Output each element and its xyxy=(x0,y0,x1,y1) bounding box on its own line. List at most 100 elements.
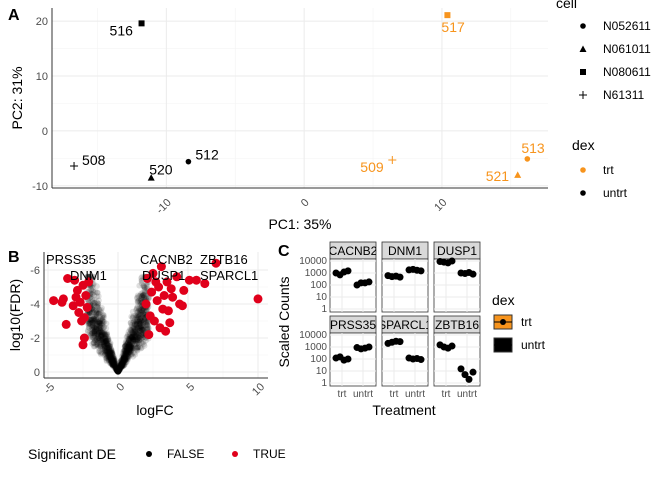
nonsignificant-point xyxy=(126,348,133,355)
nonsignificant-point xyxy=(102,338,109,345)
x-tick-label: trt xyxy=(442,389,451,400)
nonsignificant-point xyxy=(91,329,98,336)
nonsignificant-point xyxy=(95,315,102,322)
nonsignificant-point xyxy=(100,339,107,346)
x-tick-label: trt xyxy=(338,389,347,400)
nonsignificant-point xyxy=(126,336,133,343)
significant-point xyxy=(49,296,59,306)
nonsignificant-point xyxy=(123,344,130,351)
nonsignificant-point xyxy=(109,351,116,358)
significant-point xyxy=(191,275,201,285)
nonsignificant-point xyxy=(91,332,98,339)
data-point xyxy=(70,162,79,171)
nonsignificant-point xyxy=(113,365,120,372)
nonsignificant-point xyxy=(114,368,121,375)
nonsignificant-point xyxy=(138,317,145,324)
nonsignificant-point xyxy=(124,347,131,354)
nonsignificant-point xyxy=(106,347,113,354)
nonsignificant-point xyxy=(110,359,117,366)
nonsignificant-point xyxy=(112,364,119,371)
nonsignificant-point xyxy=(85,321,92,328)
nonsignificant-point xyxy=(118,362,125,369)
nonsignificant-point xyxy=(139,327,146,334)
nonsignificant-point xyxy=(139,331,146,338)
nonsignificant-point xyxy=(99,329,106,336)
nonsignificant-point xyxy=(90,297,97,304)
count-point xyxy=(417,356,425,364)
legend-key-circle xyxy=(580,23,586,29)
nonsignificant-point xyxy=(85,320,92,327)
nonsignificant-point xyxy=(99,345,106,352)
nonsignificant-point xyxy=(99,343,106,350)
nonsignificant-point xyxy=(109,357,116,364)
nonsignificant-point xyxy=(126,335,133,342)
facet-title: DUSP1 xyxy=(437,244,477,258)
nonsignificant-point xyxy=(101,340,108,347)
nonsignificant-point xyxy=(112,364,119,371)
nonsignificant-point xyxy=(138,332,145,339)
nonsignificant-point xyxy=(134,336,141,343)
nonsignificant-point xyxy=(118,363,125,370)
nonsignificant-point xyxy=(113,365,120,372)
nonsignificant-point xyxy=(110,357,117,364)
nonsignificant-point xyxy=(140,326,147,333)
nonsignificant-point xyxy=(88,287,95,294)
nonsignificant-point xyxy=(105,354,112,361)
nonsignificant-point xyxy=(107,355,114,362)
nonsignificant-point xyxy=(139,312,146,319)
nonsignificant-point xyxy=(106,349,113,356)
nonsignificant-point xyxy=(118,357,125,364)
nonsignificant-point xyxy=(105,348,112,355)
nonsignificant-point xyxy=(119,361,126,368)
nonsignificant-point xyxy=(123,347,130,354)
nonsignificant-point xyxy=(103,337,110,344)
nonsignificant-point xyxy=(118,362,125,369)
nonsignificant-point xyxy=(89,323,96,330)
nonsignificant-point xyxy=(123,351,130,358)
nonsignificant-point xyxy=(122,356,129,363)
nonsignificant-point xyxy=(92,316,99,323)
nonsignificant-point xyxy=(116,364,123,371)
nonsignificant-point xyxy=(89,323,96,330)
nonsignificant-point xyxy=(129,333,136,340)
nonsignificant-point xyxy=(109,349,116,356)
nonsignificant-point xyxy=(102,331,109,338)
nonsignificant-point xyxy=(119,359,126,366)
nonsignificant-point xyxy=(136,327,143,334)
nonsignificant-point xyxy=(136,318,143,325)
nonsignificant-point xyxy=(113,366,120,373)
nonsignificant-point xyxy=(111,360,118,367)
nonsignificant-point xyxy=(114,368,121,375)
nonsignificant-point xyxy=(115,368,122,375)
nonsignificant-point xyxy=(140,325,147,332)
nonsignificant-point xyxy=(136,334,143,341)
nonsignificant-point xyxy=(102,343,109,350)
nonsignificant-point xyxy=(135,324,142,331)
nonsignificant-point xyxy=(103,353,110,360)
nonsignificant-point xyxy=(140,314,147,321)
nonsignificant-point xyxy=(108,349,115,356)
nonsignificant-point xyxy=(101,349,108,356)
nonsignificant-point xyxy=(115,368,122,375)
nonsignificant-point xyxy=(118,363,125,370)
nonsignificant-point xyxy=(123,348,130,355)
nonsignificant-point xyxy=(100,312,107,319)
nonsignificant-point xyxy=(116,367,123,374)
nonsignificant-point xyxy=(124,347,131,354)
nonsignificant-point xyxy=(119,360,126,367)
nonsignificant-point xyxy=(125,344,132,351)
nonsignificant-point xyxy=(96,329,103,336)
nonsignificant-point xyxy=(107,352,114,359)
nonsignificant-point xyxy=(135,331,142,338)
nonsignificant-point xyxy=(105,353,112,360)
nonsignificant-point xyxy=(102,339,109,346)
nonsignificant-point xyxy=(133,331,140,338)
nonsignificant-point xyxy=(135,306,142,313)
nonsignificant-point xyxy=(126,349,133,356)
nonsignificant-point xyxy=(98,320,105,327)
nonsignificant-point xyxy=(95,332,102,339)
nonsignificant-point xyxy=(138,328,145,335)
nonsignificant-point xyxy=(122,354,129,361)
nonsignificant-point xyxy=(127,346,134,353)
nonsignificant-point xyxy=(95,310,102,317)
